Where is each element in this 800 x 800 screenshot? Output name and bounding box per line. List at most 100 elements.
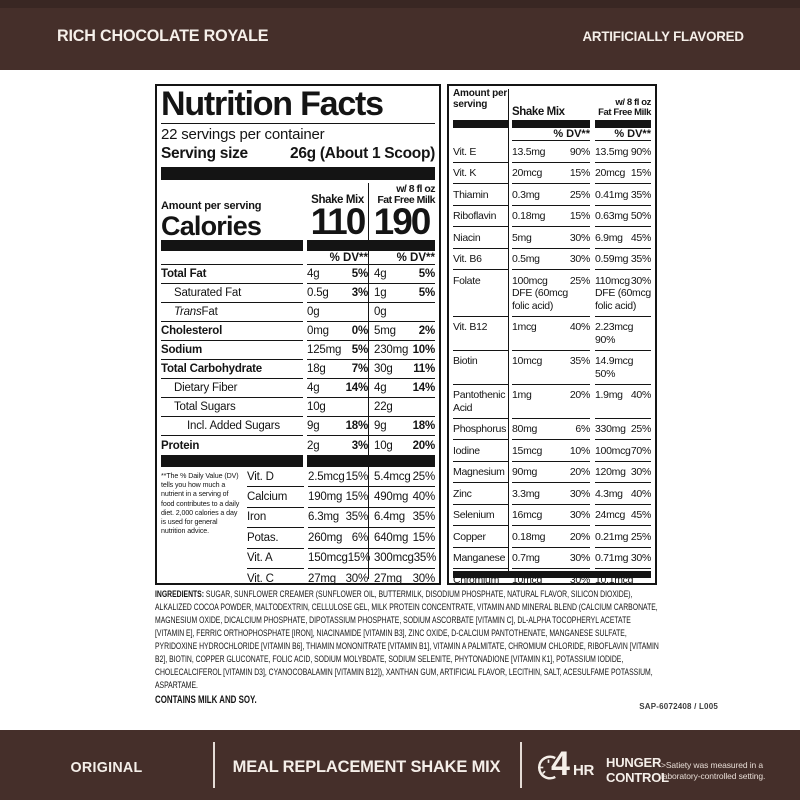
nutrient-name: Protein: [161, 439, 200, 452]
flavor-note: ARTIFICIALLY FLAVORED: [582, 28, 744, 44]
shake-mix-value: 260mg 6%: [308, 528, 368, 549]
micronutrient-row: Vit. E 13.5mg 90% 13.5mg 90%: [453, 141, 651, 163]
shake-mix-value: 1mg 20%: [512, 385, 590, 419]
milk-value: 230mg 10%: [368, 341, 435, 360]
shake-mix-value: 0.5mg 30%: [512, 249, 590, 270]
shake-mix-value: 4g 5%: [307, 265, 368, 284]
milk-value: 0g: [368, 303, 435, 322]
shake-mix-value: 10g: [307, 398, 368, 417]
milk-column-header: w/ 8 fl oz Fat Free Milk: [598, 97, 651, 118]
milk-value: 120mg 30%: [595, 462, 651, 483]
shake-mix-value: 10mcg 35%: [512, 351, 590, 385]
shake-mix-value: 0g: [307, 303, 368, 322]
micronutrient-name: Riboflavin: [453, 206, 508, 227]
micronutrient-row: Niacin 5mg 30% 6.9mg 45%: [453, 227, 651, 249]
milk-value: 6.4mg 35%: [368, 508, 435, 529]
milk-value: 0.63mg 50%: [595, 206, 651, 227]
milk-value: 490mg 40%: [368, 487, 435, 508]
vitamin-row: Potas. 260mg 6% 640mg 15%: [247, 528, 435, 549]
daily-value-footnote: **The % Daily Value (DV) tells you how m…: [161, 472, 240, 536]
nutrient-name: Saturated Fat: [161, 284, 303, 303]
serving-size-row: Serving size 26g (About 1 Scoop): [161, 144, 435, 164]
milk-value: 0.59mg 35%: [595, 249, 651, 270]
nutrient-row: Total Sugars 10g 22g: [161, 398, 435, 417]
serving-size-label: Serving size: [161, 145, 248, 162]
shake-mix-value: 125mg 5%: [307, 341, 368, 360]
milk-value: 4g 14%: [368, 379, 435, 398]
nutrient-name: Incl. Added Sugars: [161, 417, 303, 436]
micronutrient-row: Vit. K 20mcg 15% 20mcg 15%: [453, 163, 651, 184]
milk-value: 24mcg 45%: [595, 505, 651, 526]
nutrient-table: Total Fat 4g 5% 4g 5% Saturated Fat 0.5g 3%…: [161, 265, 435, 455]
milk-value: 20mcg 15%: [595, 163, 651, 184]
shake-mix-value: 10mcg 30%: [512, 569, 590, 584]
shake-mix-value: 150mcg 15%: [308, 549, 370, 569]
column-divider: [368, 183, 370, 579]
micronutrient-name: Magnesium: [453, 462, 508, 483]
nutrient-name: Total Carbohydrate: [161, 360, 303, 379]
nutrient-name: Total Fat: [161, 265, 303, 284]
flavor-name: RICH CHOCOLATE ROYALE: [57, 26, 269, 45]
nutrition-facts-title: Nutrition Facts: [161, 85, 384, 123]
column-divider: [508, 89, 510, 574]
shake-mix-value: 90mg 20%: [512, 462, 590, 483]
rule: [161, 123, 435, 124]
shake-mix-value: 6.3mg 35%: [308, 508, 368, 529]
milk-value: 0.41mg 35%: [595, 184, 651, 206]
hours-number: 4: [551, 745, 570, 783]
ingredients-text: INGREDIENTS: SUGAR, SUNFLOWER CREAMER (S…: [155, 589, 659, 691]
micronutrient-row: Vit. B12 1mcg 40% 2.23mcg 90%: [453, 317, 651, 351]
ingredients-label: INGREDIENTS:: [155, 589, 205, 600]
shake-mix-value: 9g 18%: [307, 417, 368, 436]
shake-mix-value: 13.5mg 90%: [512, 141, 590, 163]
micronutrient-row: Thiamin 0.3mg 25% 0.41mg 35%: [453, 184, 651, 206]
shake-mix-value: 80mg 6%: [512, 419, 590, 440]
bottom-brand-bar: ORIGINAL MEAL REPLACEMENT SHAKE MIX 4 HR…: [0, 730, 800, 800]
footer-divider: [213, 742, 215, 788]
micronutrient-row: Iodine 15mcg 10% 100mcg 70%: [453, 440, 651, 462]
shake-mix-value: 2g 3%: [307, 439, 368, 452]
micronutrient-row: Riboflavin 0.18mg 15% 0.63mg 50%: [453, 206, 651, 227]
shake-mix-column-header: Shake Mix: [512, 106, 565, 118]
ingredients-section: INGREDIENTS: SUGAR, SUNFLOWER CREAMER (S…: [155, 588, 661, 706]
shake-mix-value: 1mcg 40%: [512, 317, 590, 351]
shake-mix-value: 0.18mg 20%: [512, 526, 590, 548]
micronutrient-name: Chromium: [453, 569, 508, 584]
nutrient-row: Protein 2g 3% 10g 20%: [161, 436, 435, 455]
satiety-disclaimer: >Satiety was measured in a laboratory-co…: [661, 760, 766, 781]
thick-bar: [161, 167, 435, 180]
product-type: MEAL REPLACEMENT SHAKE MIX: [232, 757, 501, 776]
thick-bar: [453, 571, 651, 578]
micronutrient-name: Phosphorus: [453, 419, 508, 440]
shake-mix-value: 0mg 0%: [307, 322, 368, 341]
daily-value-header-row: % DV** % DV**: [161, 251, 435, 265]
allergen-statement: CONTAINS MILK AND SOY.: [155, 694, 257, 706]
shake-mix-value: 3.3mg 30%: [512, 483, 590, 505]
milk-value: 1g 5%: [368, 284, 435, 303]
shake-mix-value: 0.5g 3%: [307, 284, 368, 303]
milk-value: 5.4mcg 25%: [368, 467, 435, 488]
milk-value: 4g 5%: [368, 265, 435, 284]
dv-header-milk: % DV**: [368, 251, 435, 265]
milk-value: 4.3mg 40%: [595, 483, 651, 505]
vitamin-name: Calcium: [247, 487, 304, 508]
clock-icon: [535, 754, 562, 781]
milk-value: 14.9mcg 50%: [595, 351, 651, 385]
nutrient-name: Cholesterol: [161, 322, 303, 341]
nutrient-name: Trans Fat: [161, 303, 303, 322]
nutrient-name: Total Sugars: [161, 398, 303, 417]
shake-mix-value: 0.18mg 15%: [512, 206, 590, 227]
shake-mix-value: 5mg 30%: [512, 227, 590, 249]
micronutrient-row: Magnesium 90mg 20% 120mg 30%: [453, 462, 651, 483]
vitamin-name: Iron: [247, 508, 304, 529]
shake-mix-value: 20mcg 15%: [512, 163, 590, 184]
amount-per-serving-label: Amount per serving: [161, 200, 262, 212]
milk-value: 0.71mg 30%: [595, 548, 651, 569]
milk-column-header: w/ 8 fl oz Fat Free Milk: [377, 183, 435, 206]
micronutrient-row: Copper 0.18mg 20% 0.21mg 25%: [453, 526, 651, 548]
nutrient-row: Incl. Added Sugars 9g 18% 9g 18%: [161, 417, 435, 436]
vitamin-table: Vit. D 2.5mcg 15% 5.4mcg 25% Calcium 190mg…: [247, 467, 436, 583]
milk-value: 300mcg 35%: [368, 549, 436, 569]
amount-per-serving-label: Amount per serving: [453, 88, 508, 110]
